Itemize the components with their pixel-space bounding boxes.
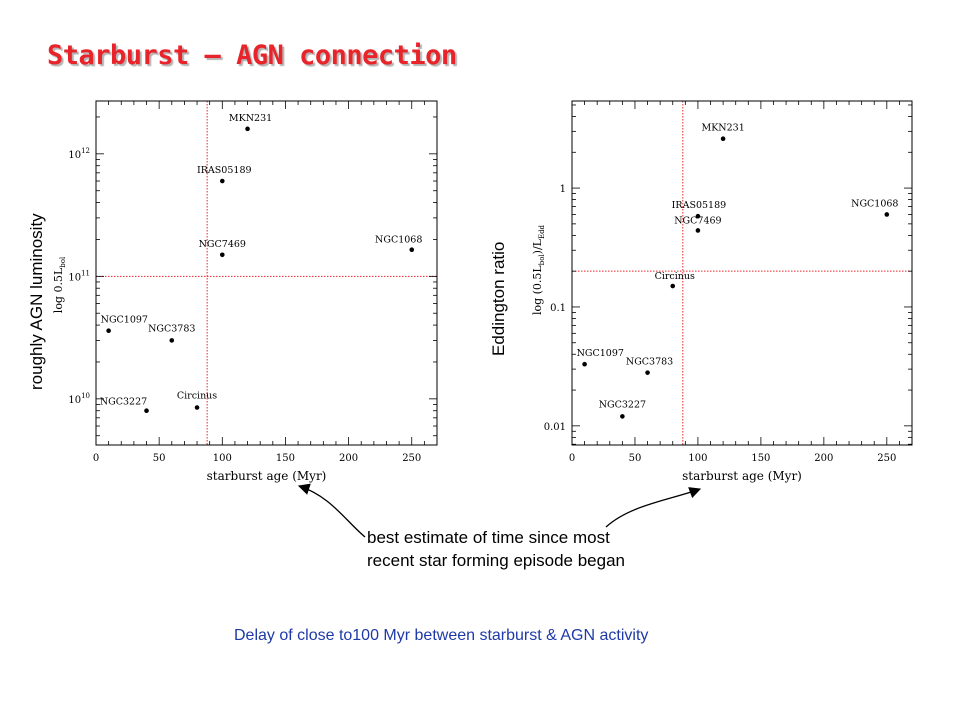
x-tick-label: 50 <box>153 453 166 464</box>
y-axis-label-main: log (0.5L <box>531 265 544 315</box>
x-tick-label: 100 <box>688 453 707 464</box>
y-tick-exponent: 11 <box>81 269 90 277</box>
point-label-iras05189: IRAS05189 <box>197 165 252 176</box>
x-tick-label: 0 <box>569 453 575 464</box>
y-tick-label: 1010 <box>68 392 90 406</box>
x-tick-label: 250 <box>402 453 421 464</box>
x-tick-label: 100 <box>213 453 232 464</box>
point-mkn231 <box>245 126 250 132</box>
left-arrow <box>297 483 366 538</box>
point-ngc1068 <box>409 247 415 253</box>
point-label-circinus: Circinus <box>177 390 217 401</box>
point-ngc3783 <box>645 370 650 375</box>
point-label-ngc1097: NGC1097 <box>577 348 624 359</box>
x-tick-label: 50 <box>629 453 642 464</box>
point-label-circinus: Circinus <box>655 271 695 282</box>
y-axis-label: log 0.5Lbol <box>52 256 67 313</box>
point-label-ngc1097: NGC1097 <box>101 315 148 326</box>
y-tick-base: 10 <box>68 150 81 161</box>
point-label-ngc7469: NGC7469 <box>674 215 721 226</box>
y-axis-label-main: log 0.5L <box>52 267 65 313</box>
y-axis-label-group: log 0.5Lbol <box>52 256 67 313</box>
annotation-line-2: recent star forming episode began <box>367 551 625 570</box>
point-label-mkn231: MKN231 <box>229 113 272 124</box>
annotation-line-1: best estimate of time since most <box>367 528 610 547</box>
annotation-text: best estimate of time since most recent … <box>367 526 625 572</box>
point-label-ngc7469: NGC7469 <box>199 239 246 250</box>
x-tick-label: 200 <box>814 453 833 464</box>
slide-title: Starburst – AGN connection <box>47 40 457 71</box>
point-ngc7469 <box>219 252 225 258</box>
point-iras05189 <box>695 213 701 219</box>
point-ngc3227 <box>620 414 625 419</box>
right-arrow <box>605 487 702 528</box>
point-label-iras05189: IRAS05189 <box>672 200 727 211</box>
y-tick-exponent: 12 <box>81 147 90 155</box>
x-tick-label: 200 <box>339 453 358 464</box>
point-ngc1097 <box>106 328 111 333</box>
point-label-mkn231: MKN231 <box>701 123 744 134</box>
x-tick-label: 150 <box>751 453 770 464</box>
x-tick-label: 150 <box>276 453 295 464</box>
point-ngc3227 <box>144 408 149 414</box>
y-axis-label-group: log (0.5Lbol)/LEdd <box>531 224 546 315</box>
footer-text: Delay of close to100 Myr between starbur… <box>234 627 649 644</box>
y-tick-label: 1012 <box>68 147 90 161</box>
point-label-ngc3227: NGC3227 <box>100 397 147 408</box>
y-tick-base: 10 <box>68 395 81 406</box>
y-tick-base: 10 <box>68 272 81 283</box>
x-tick-label: 0 <box>93 453 99 464</box>
y-axis-label-sub2: Edd <box>538 224 546 239</box>
y-tick-label: 1011 <box>68 269 90 283</box>
y-tick-label: 1 <box>560 184 566 195</box>
point-ngc7469 <box>695 228 701 233</box>
y-tick-label: 0.1 <box>550 303 566 314</box>
point-mkn231 <box>720 136 726 142</box>
x-tick-label: 250 <box>877 453 896 464</box>
y-axis-label-sub1: bol <box>538 254 546 266</box>
y-axis-label: log (0.5Lbol)/LEdd <box>531 224 546 315</box>
y-axis-label-sub: bol <box>59 256 67 268</box>
plot-frame <box>95 100 438 446</box>
x-axis-label: starburst age (Myr) <box>207 469 327 483</box>
point-ngc1068 <box>884 212 890 217</box>
point-label-ngc1068: NGC1068 <box>375 235 422 246</box>
y-tick-label: 0.01 <box>544 422 566 433</box>
point-ngc3783 <box>169 338 175 343</box>
point-label-ngc3783: NGC3783 <box>626 357 673 368</box>
y-tick-exponent: 10 <box>81 392 90 400</box>
point-label-ngc1068: NGC1068 <box>851 198 898 209</box>
point-circinus <box>670 283 676 289</box>
plot-frame <box>571 100 913 446</box>
point-ngc1097 <box>582 361 587 367</box>
point-circinus <box>194 405 200 410</box>
point-label-ngc3227: NGC3227 <box>599 399 646 410</box>
point-iras05189 <box>219 178 225 184</box>
y-axis-label-mid: )/L <box>531 238 544 254</box>
point-label-ngc3783: NGC3783 <box>148 323 195 334</box>
x-axis-label: starburst age (Myr) <box>682 469 802 483</box>
